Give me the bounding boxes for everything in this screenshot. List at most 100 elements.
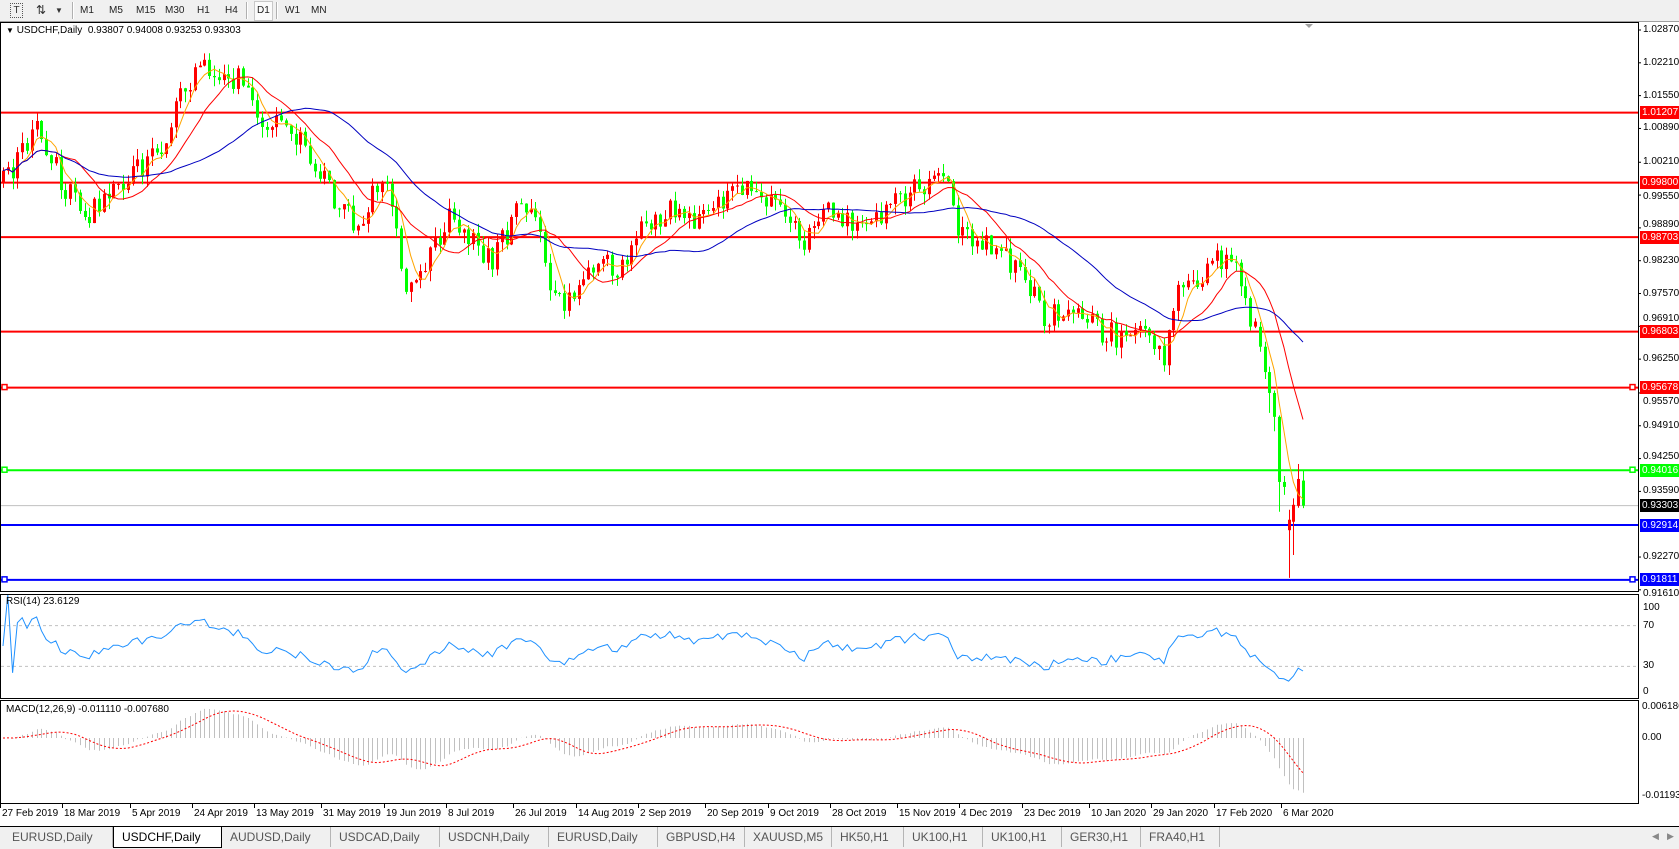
tab-gbpusd-h4[interactable]: GBPUSD,H4 — [658, 827, 745, 847]
candle-body — [1072, 309, 1075, 313]
timeframe-m15[interactable]: M15 — [136, 5, 156, 16]
tab-eurusd-daily[interactable]: EURUSD,Daily — [549, 827, 658, 847]
price-axis-label: 1.00890 — [1643, 122, 1679, 134]
candle-body — [1129, 335, 1132, 337]
candle-body — [256, 100, 259, 118]
candle-body — [391, 183, 394, 207]
timeframe-h1[interactable]: H1 — [197, 5, 210, 16]
timeframe-h4[interactable]: H4 — [225, 5, 238, 16]
timeframe-m1[interactable]: M1 — [80, 5, 94, 16]
candle-body — [16, 152, 19, 179]
tab-hk50-h1[interactable]: HK50,H1 — [832, 827, 904, 847]
candle-body — [424, 270, 427, 272]
candle-body — [333, 180, 336, 209]
candle-body — [1048, 325, 1051, 327]
candle-body — [650, 223, 653, 230]
tab-ger30-h1[interactable]: GER30,H1 — [1062, 827, 1141, 847]
timeframe-m5[interactable]: M5 — [109, 5, 123, 16]
candle-body — [1019, 260, 1022, 268]
candle-body — [251, 87, 254, 101]
candle-body — [223, 74, 226, 81]
tab-usdchf-daily[interactable]: USDCHF,Daily — [113, 827, 222, 848]
candle-body — [913, 179, 916, 193]
candle-body — [558, 293, 561, 295]
candle-body — [55, 157, 58, 164]
chart-dropdown-icon[interactable]: ▼ — [6, 26, 14, 35]
timeframe-m30[interactable]: M30 — [165, 5, 185, 16]
candle-body — [870, 221, 873, 224]
line-anchor-handle — [1, 466, 8, 473]
candle-body — [736, 185, 739, 187]
candle-body — [151, 148, 154, 157]
candle-body — [458, 219, 461, 233]
candle-body — [846, 212, 849, 227]
scroll-left-icon[interactable]: ◀ — [1652, 831, 1659, 841]
candle-body — [64, 190, 67, 199]
macd-signal-line — [2, 710, 1304, 774]
dropdown-arrow-icon[interactable]: ▼ — [55, 6, 63, 15]
line-anchor-handle — [1, 383, 8, 391]
tab-audusd-daily[interactable]: AUDUSD,Daily — [222, 827, 331, 847]
candle-body — [1120, 331, 1123, 348]
candle-body — [314, 163, 317, 172]
candle-body — [1249, 298, 1252, 327]
candle-body — [549, 262, 552, 291]
candle-body — [630, 245, 633, 265]
candle-body — [909, 192, 912, 207]
candle-body — [918, 179, 921, 190]
candle-body — [213, 75, 216, 78]
candle-body — [482, 245, 485, 263]
candle-body — [1009, 248, 1012, 273]
candle-body — [1225, 254, 1228, 270]
candle-body — [1000, 248, 1003, 251]
candle-body — [880, 212, 883, 224]
candle-body — [1024, 267, 1027, 281]
candle-body — [947, 176, 950, 182]
candle-body — [774, 194, 777, 200]
candle-body — [357, 225, 360, 231]
tab-uk100-h1[interactable]: UK100,H1 — [983, 827, 1062, 847]
date-axis-label: 6 Mar 2020 — [1283, 808, 1334, 819]
date-axis-label: 5 Apr 2019 — [132, 808, 181, 819]
scroll-right-icon[interactable]: ▶ — [1667, 831, 1674, 841]
toolbar-separator — [72, 2, 74, 19]
candle-body — [93, 198, 96, 224]
timeframe-w1[interactable]: W1 — [285, 5, 300, 16]
candle-body — [448, 208, 451, 233]
tab-xauusd-m5[interactable]: XAUUSD,M5 — [745, 827, 832, 847]
candle-body — [112, 183, 115, 199]
candle-body — [132, 166, 135, 184]
macd-axis-label: -0.011934 — [1642, 790, 1679, 801]
candle-body — [1216, 250, 1219, 261]
candle-body — [141, 159, 144, 177]
timeframe-d1[interactable]: D1 — [254, 1, 273, 21]
tab-usdcad-daily[interactable]: USDCAD,Daily — [331, 827, 440, 847]
ohlc-readout: 0.93807 0.94008 0.93253 0.93303 — [87, 25, 241, 36]
timeframe-mn[interactable]: MN — [311, 5, 327, 16]
price-axis-label: 0.96250 — [1643, 353, 1679, 365]
candle-body — [1187, 280, 1190, 288]
candle-body — [1168, 330, 1171, 366]
tab-eurusd-daily[interactable]: EURUSD,Daily — [4, 827, 113, 847]
candle-body — [933, 175, 936, 179]
price-axis-label: 1.02870 — [1643, 24, 1679, 35]
candle-body — [1264, 346, 1267, 373]
text-tool-icon[interactable]: T — [10, 3, 23, 18]
drawing-tools-icon[interactable]: ⇅ — [36, 3, 47, 17]
candle-body — [1254, 321, 1257, 327]
candle-body — [304, 131, 307, 146]
candle-body — [429, 247, 432, 271]
tab-uk100-h1[interactable]: UK100,H1 — [904, 827, 983, 847]
tab-usdcnh-daily[interactable]: USDCNH,Daily — [440, 827, 549, 847]
chart-title: ▼ USDCHF,Daily 0.93807 0.94008 0.93253 0… — [6, 25, 241, 36]
candle-body — [750, 180, 753, 192]
candle-body — [621, 259, 624, 278]
tab-fra40-h1[interactable]: FRA40,H1 — [1141, 827, 1220, 847]
rsi-axis-label: 30 — [1643, 660, 1655, 672]
candle-body — [1292, 504, 1295, 522]
candle-body — [275, 115, 278, 128]
hline-price-label: 0.91811 — [1640, 573, 1679, 587]
price-axis-label: 1.00210 — [1643, 156, 1679, 168]
moving-average-13 — [2, 76, 1304, 420]
